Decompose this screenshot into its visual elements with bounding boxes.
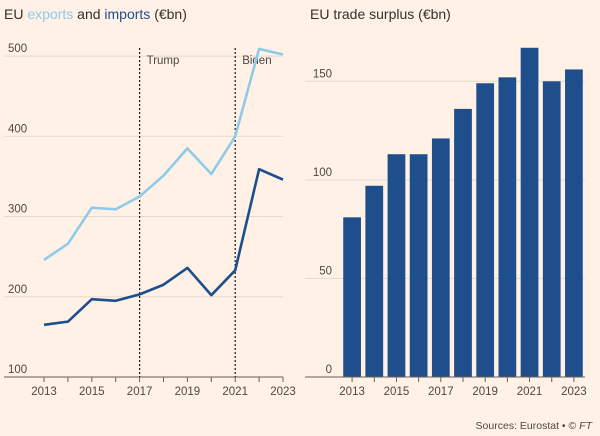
y-tick-label: 200 [8, 284, 27, 296]
surplus-bar-2018 [454, 108, 472, 377]
right-chart-title: EU trade surplus (€bn) [310, 6, 451, 22]
x-tick-label: 2015 [79, 386, 105, 398]
surplus-bar-2023 [565, 69, 583, 377]
x-tick-label: 2017 [127, 386, 153, 398]
x-tick-label: 2023 [270, 386, 296, 398]
x-tick-label: 2015 [384, 386, 410, 398]
left-chart-title: EU exports and imports (€bn) [4, 6, 187, 22]
surplus-bar-2015 [387, 154, 406, 377]
surplus-bar-2020 [498, 77, 517, 377]
y-tick-label: 150 [313, 68, 332, 80]
y-tick-label: 0 [326, 364, 332, 376]
x-tick-label: 2021 [517, 386, 543, 398]
x-tick-label: 2013 [339, 386, 365, 398]
x-tick-label: 2023 [561, 386, 587, 398]
surplus-bar-2014 [365, 185, 384, 377]
surplus-bar-2021 [520, 47, 539, 378]
y-tick-label: 300 [8, 204, 27, 216]
surplus-bar-2017 [431, 138, 450, 377]
surplus-bar-2019 [476, 83, 495, 377]
imports-title-word: imports [104, 6, 151, 22]
y-tick-label: 100 [8, 364, 27, 376]
y-tick-label: 500 [8, 43, 27, 55]
exports-title-word: exports [27, 6, 74, 22]
exports-line [43, 47, 284, 261]
annotation-label-trump: Trump [147, 55, 180, 67]
y-tick-label: 400 [8, 123, 27, 135]
x-tick-label: 2019 [472, 386, 498, 398]
surplus-bar-2013 [343, 217, 361, 377]
y-tick-label: 50 [319, 265, 332, 277]
surplus-bar-2016 [409, 154, 428, 377]
surplus-bar-2022 [542, 81, 561, 378]
x-tick-label: 2019 [175, 386, 201, 398]
y-tick-label: 100 [313, 167, 332, 179]
x-tick-label: 2013 [31, 386, 57, 398]
x-tick-label: 2021 [222, 386, 248, 398]
x-tick-label: 2017 [428, 386, 454, 398]
source-note: Sources: Eurostat • © FT [475, 420, 592, 432]
imports-line [43, 167, 284, 327]
